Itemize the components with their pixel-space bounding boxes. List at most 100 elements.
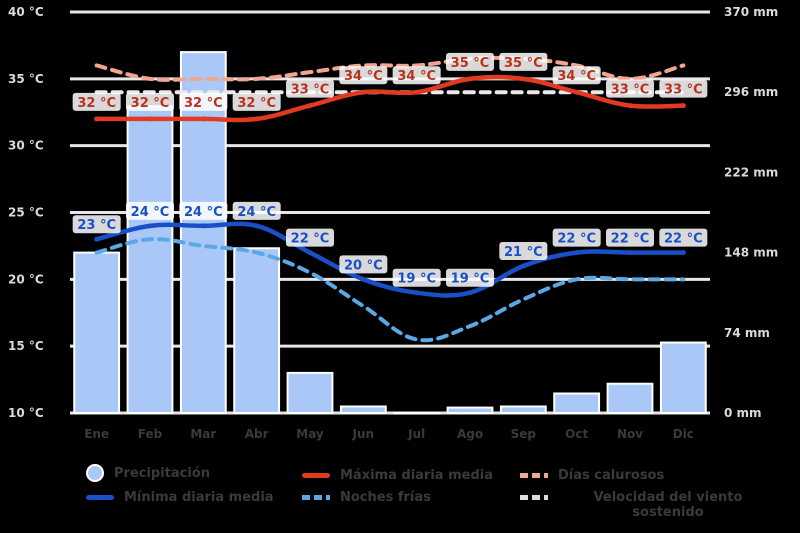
data-label-bg <box>339 255 388 274</box>
series-point <box>414 290 420 296</box>
data-label: 34 °C <box>344 69 383 84</box>
data-label: 22 °C <box>611 232 650 247</box>
month-label: Nov <box>617 427 643 441</box>
data-label-bg <box>232 201 281 220</box>
right-tick-label: 148 mm <box>724 246 778 260</box>
data-label: 32 °C <box>77 96 116 111</box>
left-tick-label: 20 °C <box>8 272 44 286</box>
right-tick-label: 370 mm <box>724 5 778 19</box>
series-point <box>627 250 633 256</box>
data-label-bg <box>72 215 121 234</box>
data-label: 24 °C <box>237 205 276 220</box>
precipitation-bars <box>73 51 707 415</box>
precipitation-bar <box>446 406 494 415</box>
series-point <box>680 103 686 109</box>
series-point <box>467 76 473 82</box>
series-point <box>254 116 260 122</box>
data-label-bg <box>339 66 388 85</box>
series-point <box>467 290 473 296</box>
data-label: 34 °C <box>397 69 436 84</box>
data-label: 24 °C <box>184 205 223 220</box>
data-label: 20 °C <box>344 258 383 273</box>
series-point <box>360 276 366 282</box>
month-label: Abr <box>245 427 269 441</box>
data-label-bg <box>446 52 494 71</box>
data-label-bg <box>659 79 708 98</box>
data-label: 32 °C <box>184 96 223 111</box>
precipitation-bar <box>126 105 174 415</box>
month-label: Dic <box>673 427 694 441</box>
month-label: May <box>296 427 324 441</box>
series-point <box>574 89 580 95</box>
precipitation-bar <box>339 405 387 414</box>
right-tick-label: 74 mm <box>724 326 770 340</box>
data-label: 32 °C <box>237 96 276 111</box>
left-tick-label: 15 °C <box>8 339 44 353</box>
series-point <box>94 116 100 122</box>
data-label-bg <box>606 228 654 247</box>
data-label-bg <box>552 66 601 85</box>
right-tick-label: 296 mm <box>724 85 778 99</box>
x-axis: Ene Feb Mar Abr May Jun Jul Ago Sep Oct Nov Dic <box>84 427 694 441</box>
series-point <box>520 263 526 269</box>
data-label: 22 °C <box>664 232 703 247</box>
series-point <box>680 250 686 256</box>
series-line-m-xima-diaria-media <box>94 74 686 123</box>
right-tick-label: 222 mm <box>724 165 778 179</box>
series-point <box>360 89 366 95</box>
month-label: Jun <box>352 427 375 441</box>
data-label: 19 °C <box>451 272 490 287</box>
precipitation-bar <box>233 247 281 414</box>
data-label-bg <box>392 66 441 85</box>
precipitation-bar <box>606 382 654 414</box>
data-label: 23 °C <box>77 218 116 233</box>
left-axis: 10 °C 15 °C 20 °C 25 °C 30 °C 35 °C 40 °C <box>8 5 44 420</box>
data-label: 22 °C <box>557 232 596 247</box>
data-label-bg <box>179 201 228 220</box>
data-label-bg <box>232 92 281 111</box>
left-tick-label: 10 °C <box>8 406 44 420</box>
left-tick-label: 30 °C <box>8 139 44 153</box>
month-label: Ago <box>457 427 483 441</box>
data-label: 33 °C <box>611 83 650 98</box>
month-label: Oct <box>565 427 588 441</box>
month-label: Feb <box>138 427 163 441</box>
left-tick-label: 35 °C <box>8 72 44 86</box>
precipitation-bar <box>286 371 334 414</box>
data-label-bg <box>552 228 601 247</box>
series-point <box>307 103 313 109</box>
series-point <box>307 250 313 256</box>
series-point <box>147 223 153 229</box>
data-label-bg <box>499 241 548 260</box>
data-label: 33 °C <box>291 83 330 98</box>
series-line-m-nima-diaria-media <box>94 221 686 298</box>
data-label-bg <box>659 228 708 247</box>
precipitation-bar <box>553 392 601 414</box>
data-label-bg <box>179 92 228 111</box>
month-label: Sep <box>511 427 537 441</box>
precipitation-bar <box>73 251 121 414</box>
data-label-bg <box>446 268 494 287</box>
left-tick-label: 40 °C <box>8 5 44 19</box>
data-label: 35 °C <box>451 56 490 71</box>
series-point <box>520 76 526 82</box>
data-label: 33 °C <box>664 83 703 98</box>
data-label-bg <box>286 228 334 247</box>
series-point <box>627 103 633 109</box>
series-point <box>94 236 100 242</box>
data-label: 22 °C <box>291 232 330 247</box>
series-point <box>147 116 153 122</box>
precipitation-bar <box>179 51 227 414</box>
precipitation-bar <box>499 405 547 414</box>
series-point <box>414 89 420 95</box>
data-label: 32 °C <box>131 96 170 111</box>
month-label: Ene <box>84 427 109 441</box>
left-tick-label: 25 °C <box>8 206 44 220</box>
series-line-noches-fr-as <box>94 237 686 343</box>
precipitation-bar <box>659 341 707 414</box>
right-tick-label: 0 mm <box>724 406 762 420</box>
data-label: 19 °C <box>397 272 436 287</box>
month-label: Mar <box>190 427 216 441</box>
series-point <box>200 116 206 122</box>
